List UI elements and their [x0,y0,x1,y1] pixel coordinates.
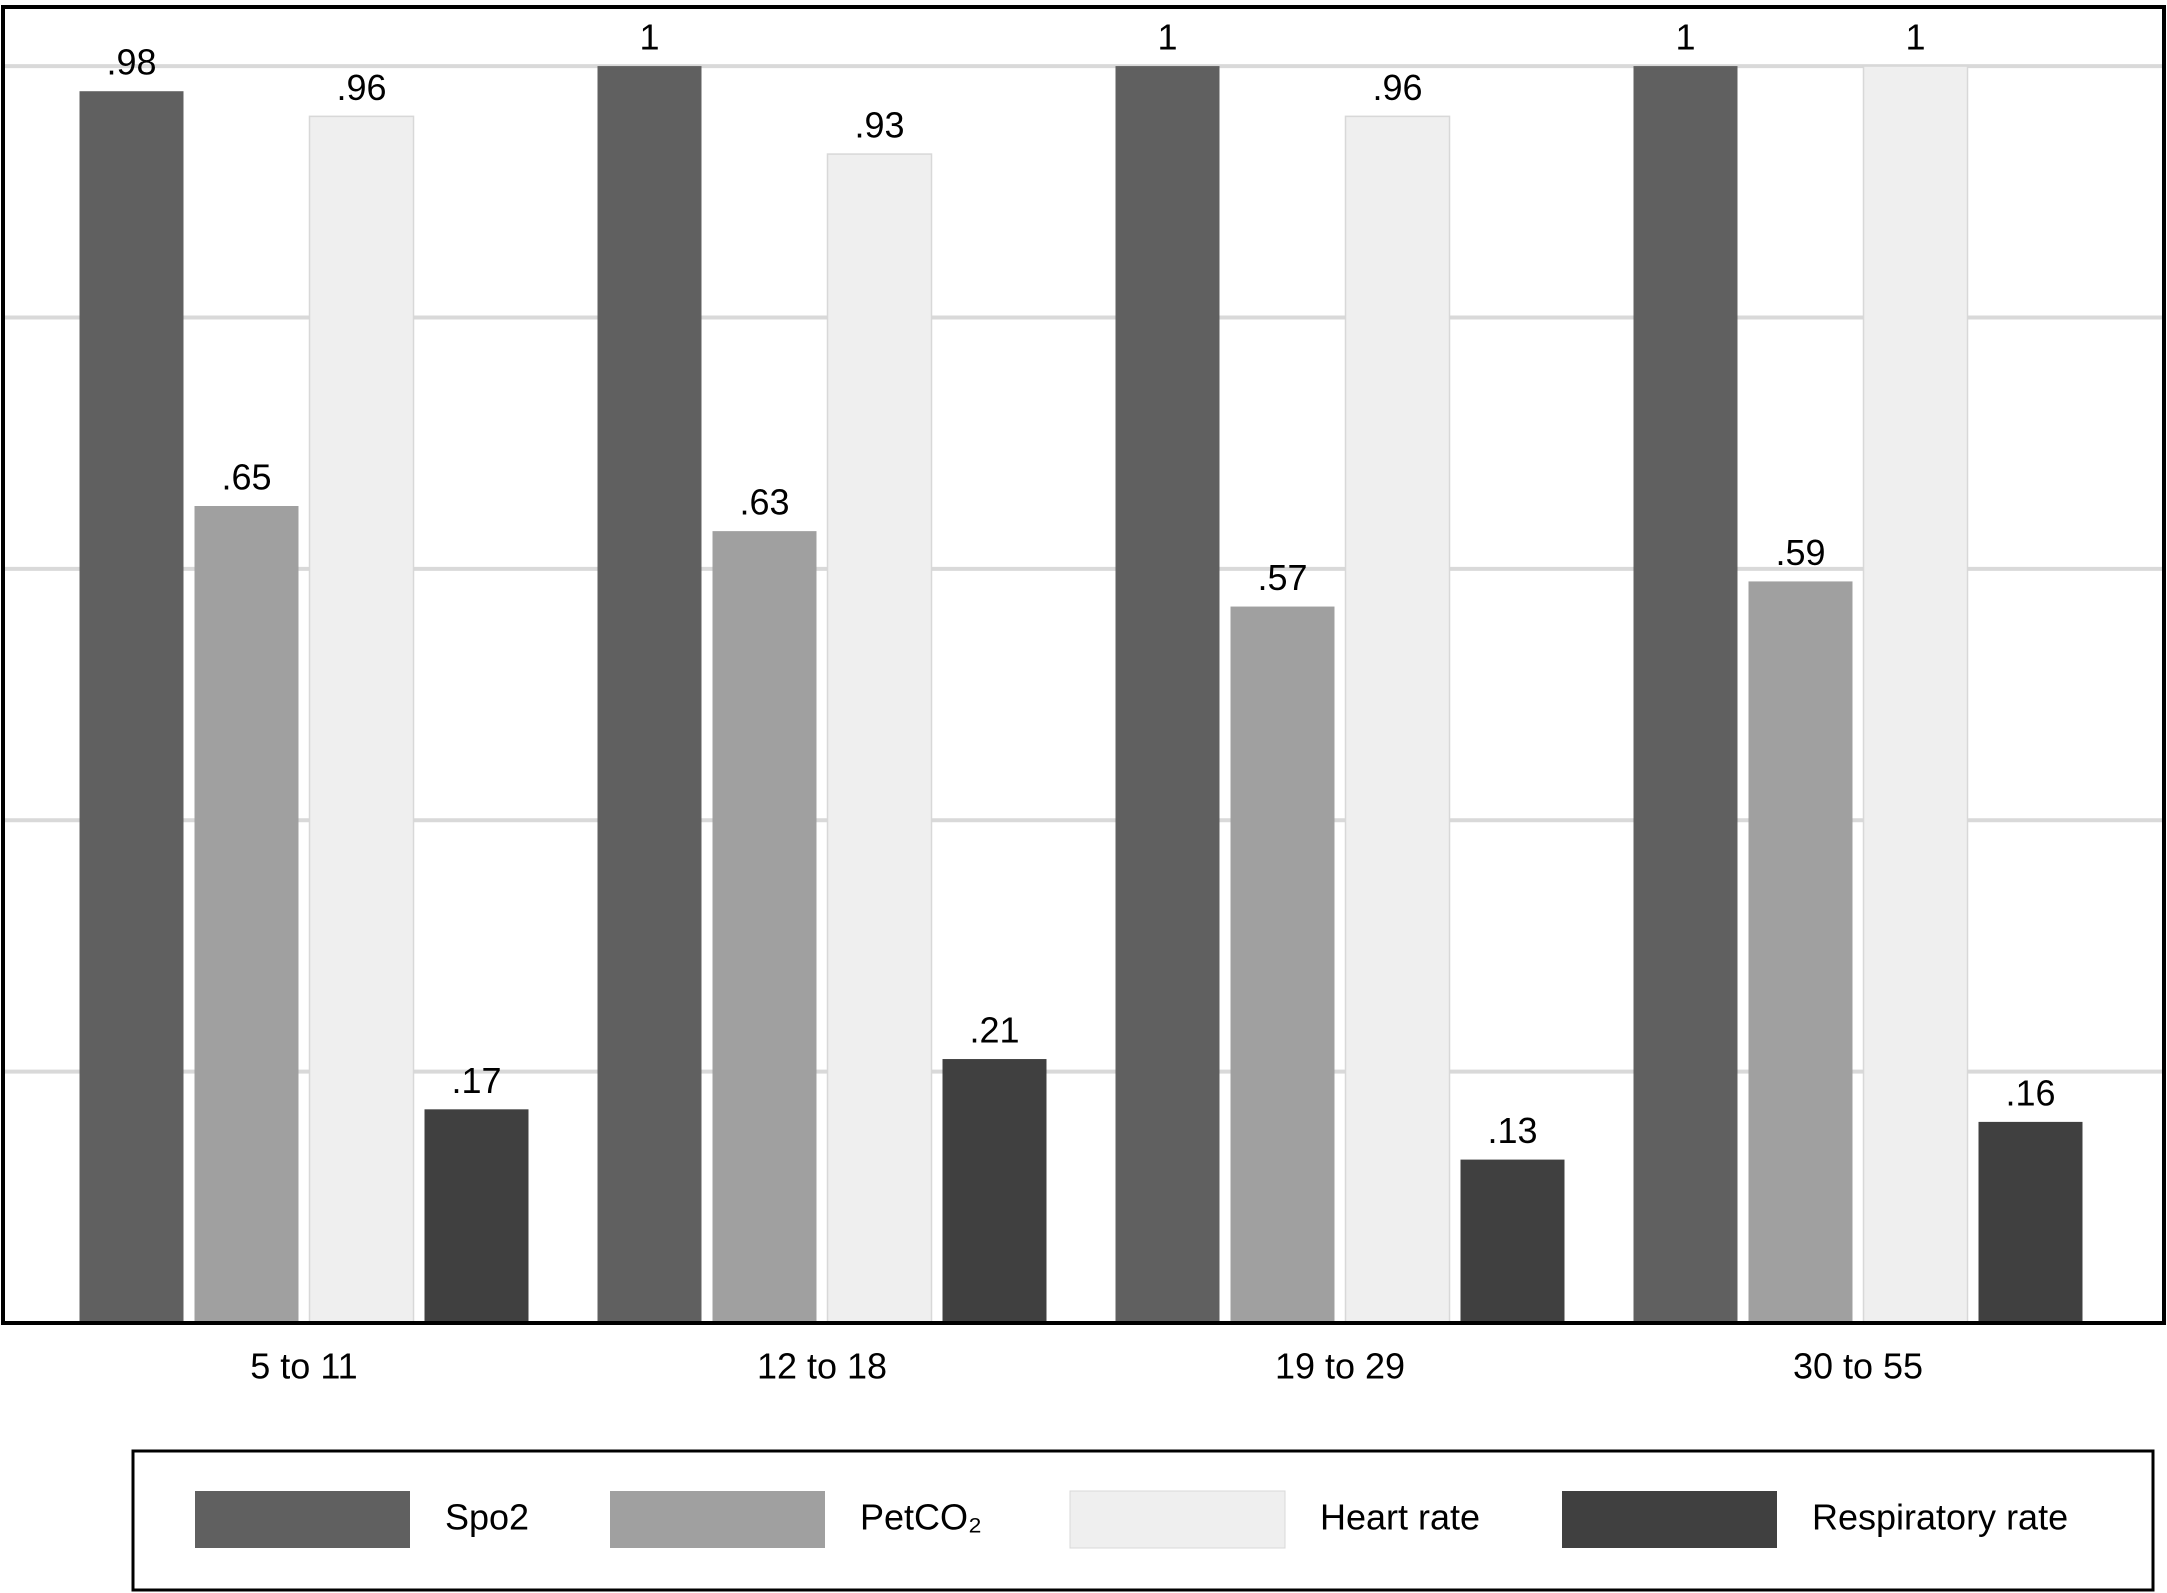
legend-label: Heart rate [1320,1497,1480,1538]
value-label: .93 [854,105,904,146]
legend-label: Spo2 [445,1497,529,1538]
value-label: .16 [2005,1072,2055,1113]
value-label: .96 [336,67,386,108]
value-label: 1 [1675,17,1695,58]
bar [826,153,933,1324]
bar [308,115,415,1324]
value-label: 1 [639,17,659,58]
bar [1344,115,1451,1324]
value-label: 1 [1905,17,1925,58]
value-label: .13 [1487,1110,1537,1151]
legend-swatch [1069,1490,1286,1549]
legend-box [131,1449,2155,1592]
bar [1633,66,1738,1324]
value-label: .21 [969,1010,1019,1051]
x-tick-label: 12 to 18 [757,1346,887,1387]
legend-label: PetCO₂ [860,1497,982,1538]
bar [79,91,184,1323]
bar [1230,606,1335,1323]
legend-swatch [1562,1491,1777,1548]
value-label: .59 [1775,532,1825,573]
value-label: .17 [451,1060,501,1101]
value-label: 1 [1157,17,1177,58]
bar [1978,1121,2083,1323]
x-tick-label: 30 to 55 [1793,1346,1923,1387]
value-label: .57 [1257,557,1307,598]
bar [597,66,702,1324]
legend-label: Respiratory rate [1812,1497,2068,1538]
legend-swatch [610,1491,825,1548]
value-label: .96 [1372,67,1422,108]
legend-swatch [195,1491,410,1548]
x-tick-label: 5 to 11 [250,1346,357,1387]
bar [424,1109,529,1323]
bar [942,1059,1047,1323]
bar [712,531,817,1323]
value-label: .98 [106,42,156,83]
value-label: .63 [739,482,789,523]
bar [1115,66,1220,1324]
value-label: .65 [221,457,271,498]
plot-frame [1,5,2166,1325]
bar [194,505,299,1324]
bar [1748,581,1853,1323]
bar [1862,65,1969,1324]
x-tick-label: 19 to 29 [1275,1346,1405,1387]
bar [1460,1159,1565,1323]
